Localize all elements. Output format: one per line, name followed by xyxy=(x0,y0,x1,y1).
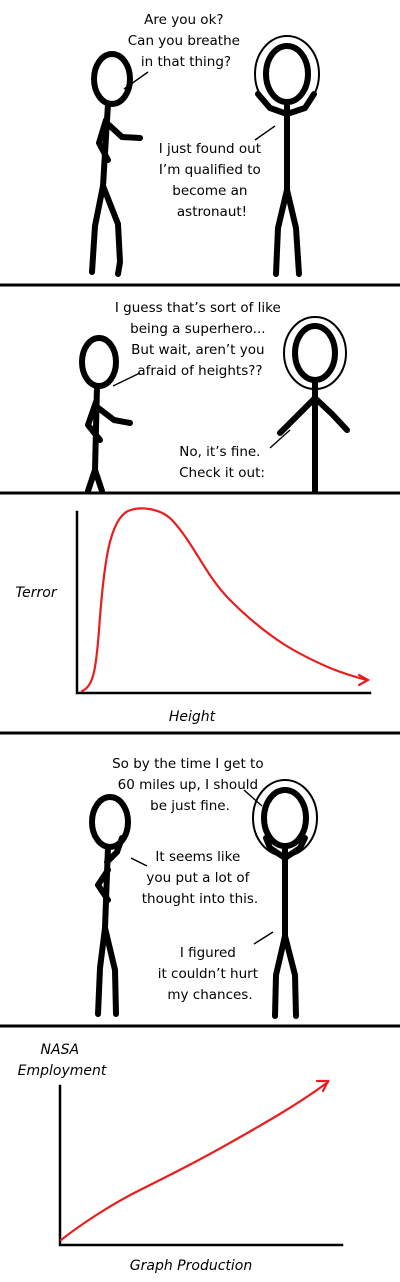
speech-pointer xyxy=(269,429,291,449)
stick-figure-left xyxy=(79,335,133,494)
speech-pointer xyxy=(253,931,274,945)
stick-figure-right-astronaut xyxy=(252,779,318,1019)
speech-pointer xyxy=(130,857,148,867)
chart-axes xyxy=(75,510,372,695)
left-speech-text: It seems like you put a lot of thought i… xyxy=(142,849,258,907)
right-bottom-speech-text: I figured it couldn’t hurt my chances. xyxy=(158,945,263,1003)
speech-pointer xyxy=(243,789,263,807)
y-axis-label: NASA Employment xyxy=(18,1042,107,1079)
terror-curve xyxy=(80,507,369,693)
panel-1: Are you ok? Can you breathe in that thin… xyxy=(89,12,320,277)
x-axis-label: Height xyxy=(169,709,216,725)
stick-figure-left xyxy=(89,794,131,1017)
stick-figure-left xyxy=(89,51,143,277)
right-top-speech-text: So by the time I get to 60 miles up, I s… xyxy=(112,756,268,814)
speech-pointer xyxy=(112,372,141,387)
speech-pointer xyxy=(254,125,276,141)
stick-figure-right-astronaut xyxy=(254,35,320,277)
left-speech-text: I guess that’s sort of like being a supe… xyxy=(115,300,285,379)
right-speech-text: I just found out I’m qualified to become… xyxy=(159,141,266,220)
panel-4: So by the time I get to 60 miles up, I s… xyxy=(89,756,318,1019)
right-speech-text: No, it’s fine. Check it out: xyxy=(179,444,265,481)
chart-terror-vs-height: Terror Height xyxy=(15,507,372,725)
curve-arrowhead xyxy=(357,673,371,687)
panel-2: I guess that’s sort of like being a supe… xyxy=(79,300,350,494)
line-arrowhead xyxy=(315,1079,330,1093)
employment-line xyxy=(59,1080,330,1242)
speech-pointer xyxy=(123,71,149,90)
left-speech-text: Are you ok? Can you breathe in that thin… xyxy=(128,12,245,70)
stick-figure-right-astronaut xyxy=(277,316,350,494)
x-axis-label: Graph Production xyxy=(130,1258,252,1274)
y-axis-label: Terror xyxy=(15,585,58,601)
chart-nasa-employment: NASA Employment Graph Production xyxy=(18,1042,344,1274)
chart-axes xyxy=(58,1084,344,1247)
